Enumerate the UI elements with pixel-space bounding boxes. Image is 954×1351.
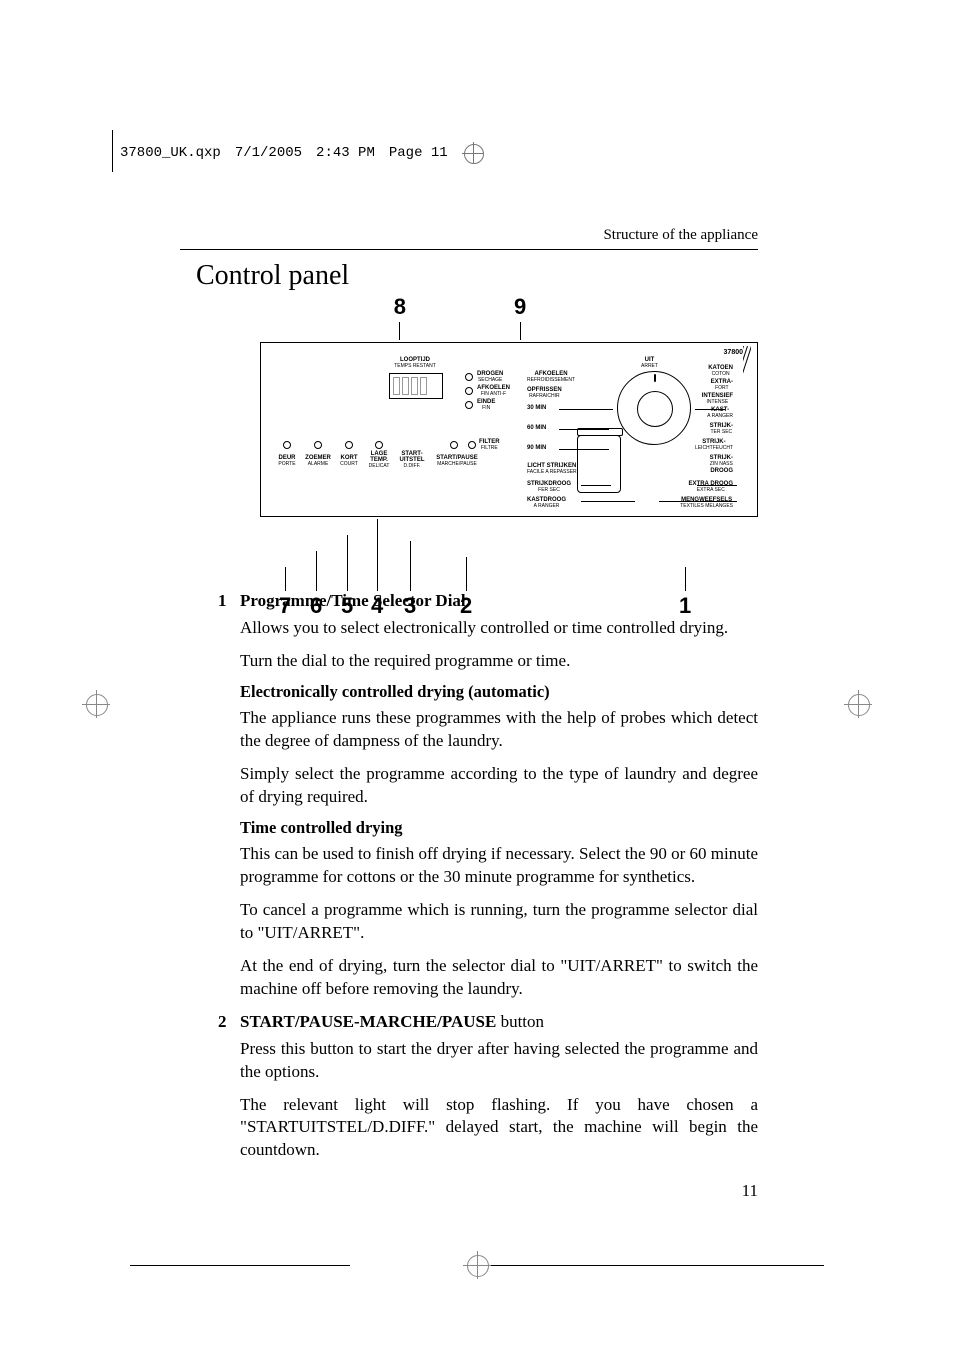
print-time: 2:43 PM (316, 145, 375, 161)
paragraph: At the end of drying, turn the selector … (240, 955, 758, 1001)
print-page: Page 11 (389, 145, 448, 161)
prog-sublabel: REFROIDISSEMENT (527, 377, 575, 383)
prog-sublabel: EXTRA SEC (689, 487, 733, 493)
header-rule (180, 249, 758, 250)
registration-mark-icon (82, 690, 110, 718)
prog-sublabel: A RANGER (707, 413, 733, 419)
prog-label: 90 MIN (527, 445, 546, 451)
btn-sublabel: COURT (337, 461, 361, 467)
led-icon (465, 387, 473, 395)
paragraph: To cancel a programme which is running, … (240, 899, 758, 945)
indicator-icon (450, 441, 458, 449)
paragraph: Allows you to select electronically cont… (240, 617, 758, 640)
prog-sublabel: FER SEC (527, 487, 571, 493)
prog-sublabel: ZIN NASS (710, 461, 733, 467)
paragraph: The appliance runs these programmes with… (240, 707, 758, 753)
display-icon (389, 373, 443, 399)
prog-sublabel: TER SEC (710, 429, 733, 435)
btn-sublabel: PORTE (275, 461, 299, 467)
led-icon (465, 373, 473, 381)
condenser-tank-icon (577, 435, 621, 493)
crop-rule (130, 1265, 350, 1266)
page-number: 11 (742, 1181, 758, 1201)
crop-rule (480, 1265, 824, 1266)
selector-dial-icon (617, 371, 691, 445)
page: 37800_UK.qxp 7/1/2005 2:43 PM Page 11 St… (0, 0, 954, 1351)
prog-sublabel: FORT (711, 385, 733, 391)
subsection-heading: Electronically controlled drying (automa… (240, 681, 758, 703)
led-icon (465, 401, 473, 409)
callout-8: 8 (394, 294, 406, 319)
prog-sublabel: LEICHTFEUCHT (695, 445, 733, 451)
subsection-heading: Time controlled drying (240, 817, 758, 839)
prog-sublabel: COTON (708, 371, 733, 377)
print-file: 37800_UK.qxp (120, 145, 221, 161)
led-icon (468, 441, 476, 449)
indicator-icon (283, 441, 291, 449)
paragraph: This can be used to finish off drying if… (240, 843, 758, 889)
indicator-icon (314, 441, 322, 449)
paragraph: Press this button to start the dryer aft… (240, 1038, 758, 1084)
btn-sublabel: ALARME (303, 461, 333, 467)
led-sublabel: FIN ANTI-F (477, 391, 510, 397)
paragraph: Turn the dial to the required programme … (240, 650, 758, 673)
section-heading: Programme/Time Selector Dial (240, 590, 758, 613)
print-date: 7/1/2005 (235, 145, 302, 161)
control-panel-diagram: 8 9 37800 LOOPTIJD TEMPS RESTANT DROGENS… (260, 294, 758, 619)
btn-label: START-UITSTEL (400, 451, 425, 463)
prog-label: 30 MIN (527, 405, 546, 411)
panel-outline: 37800 LOOPTIJD TEMPS RESTANT DROGENSECHA… (260, 342, 758, 517)
indicator-icon (375, 441, 383, 449)
section-number: 1 (218, 590, 227, 613)
print-proof-header: 37800_UK.qxp 7/1/2005 2:43 PM Page 11 (120, 142, 484, 164)
section-number: 2 (218, 1011, 227, 1034)
dial-sublabel: ARRET (641, 363, 658, 369)
body-text: 1Programme/Time Selector DialAllows you … (240, 590, 758, 1162)
paragraph: Simply select the programme according to… (240, 763, 758, 809)
registration-mark-icon (462, 142, 484, 164)
filter-sublabel: FILTRE (479, 445, 500, 451)
model-number: 37800 (724, 349, 743, 356)
prog-sublabel: A RANGER (527, 503, 566, 509)
prog-label: DROOG (710, 468, 733, 474)
section-heading: START/PAUSE-MARCHE/PAUSE button (240, 1011, 758, 1034)
registration-mark-icon (463, 1251, 491, 1279)
btn-label: LAGE TEMP. (370, 451, 388, 463)
indicator-icon (345, 441, 353, 449)
callout-9: 9 (514, 294, 526, 319)
led-sublabel: FIN (477, 405, 495, 411)
prog-sublabel: TEXTILES MELANGES (680, 503, 733, 509)
btn-sublabel: DELICAT (365, 463, 393, 469)
prog-sublabel: INTENSE (702, 399, 733, 405)
btn-sublabel: D.DIFF. (396, 463, 428, 469)
registration-mark-icon (844, 690, 872, 718)
paragraph: The relevant light will stop flashing. I… (240, 1094, 758, 1163)
prog-label: 60 MIN (527, 425, 546, 431)
btn-sublabel: MARCHE/PAUSE (433, 461, 481, 467)
prog-sublabel: FACILE A REPASSER (527, 469, 577, 475)
led-sublabel: SECHAGE (477, 377, 503, 383)
running-head: Structure of the appliance (603, 227, 758, 244)
page-title: Control panel (196, 260, 349, 292)
display-sublabel: TEMPS RESTANT (385, 363, 445, 369)
prog-sublabel: RAFRAICHIR (527, 393, 562, 399)
